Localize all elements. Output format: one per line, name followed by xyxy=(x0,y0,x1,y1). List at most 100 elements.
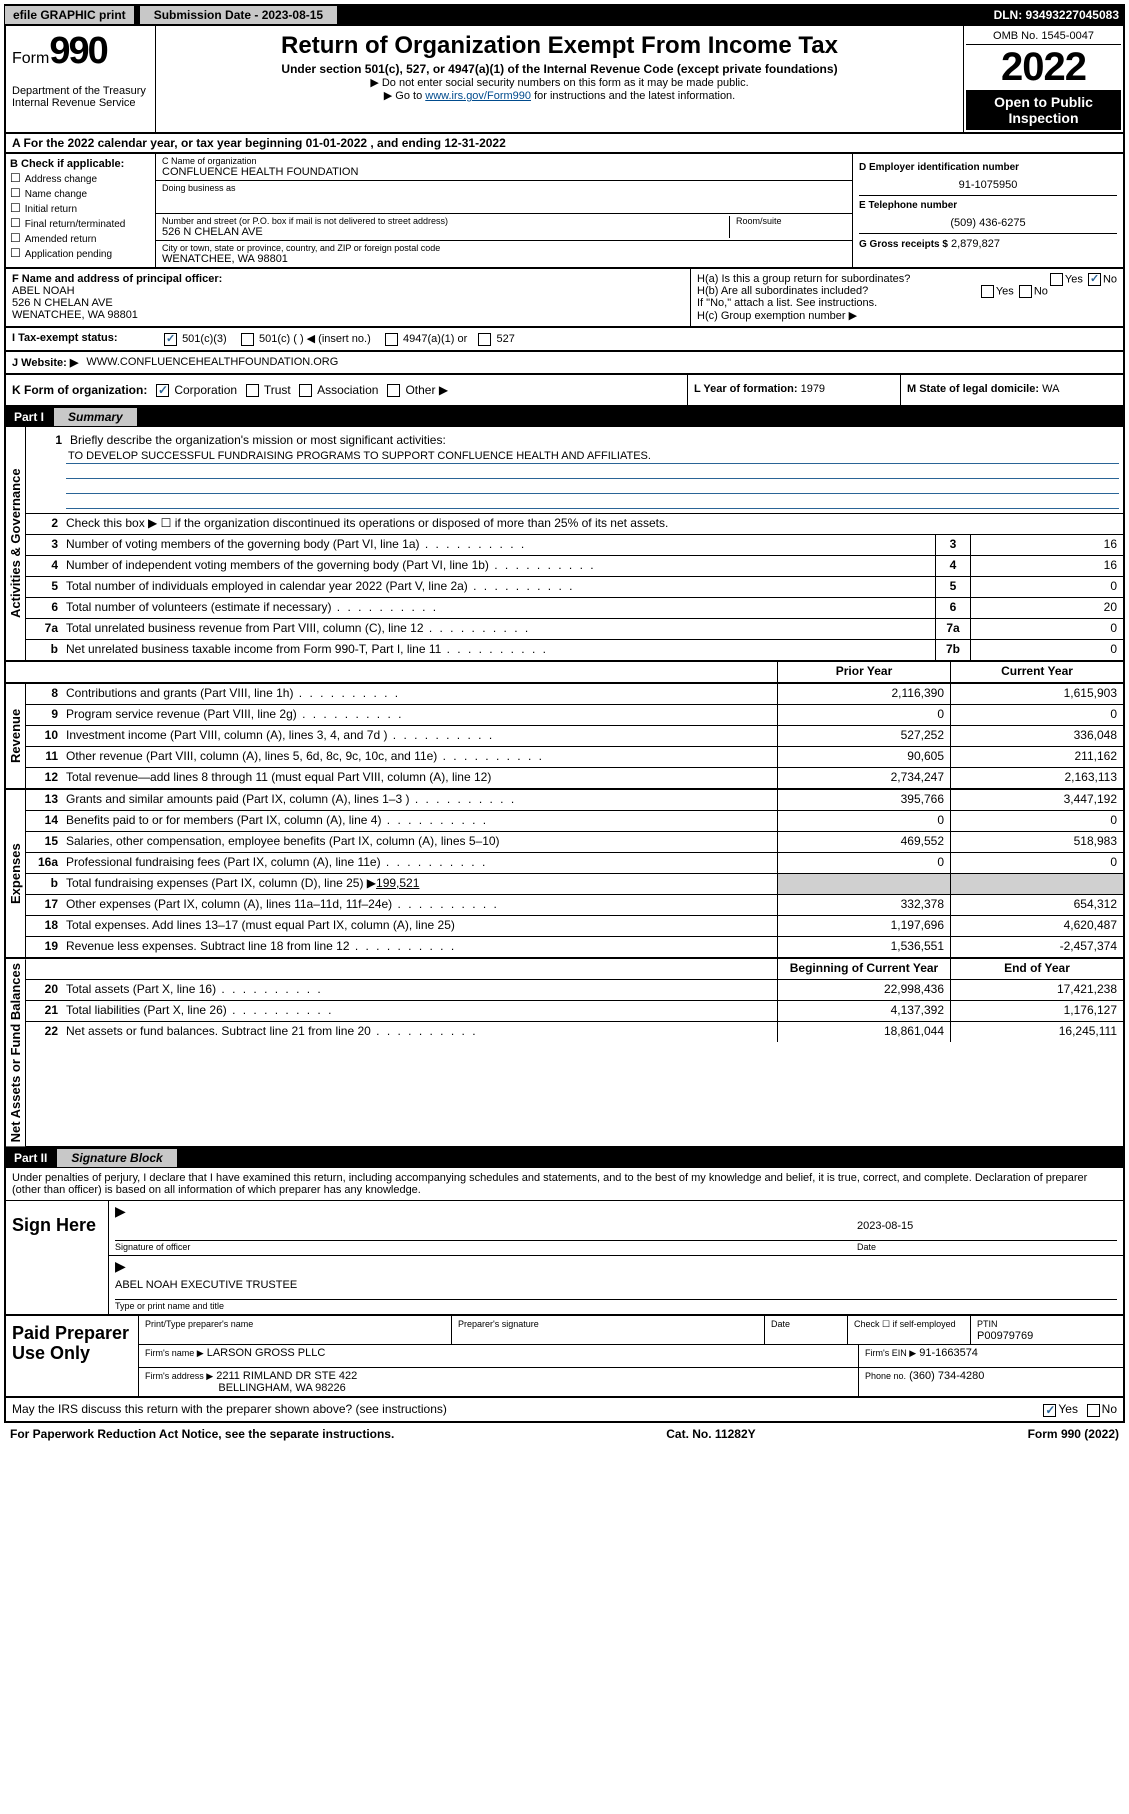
l12-py: 2,734,247 xyxy=(777,768,950,788)
hdr-current-year: Current Year xyxy=(950,662,1123,682)
header-title-block: Return of Organization Exempt From Incom… xyxy=(156,26,963,132)
chk-initial-return[interactable]: Initial return xyxy=(10,201,151,215)
discuss-yes[interactable] xyxy=(1043,1404,1056,1417)
hb-no[interactable] xyxy=(1019,285,1032,298)
firm-name-label: Firm's name ▶ xyxy=(145,1348,204,1358)
efile-print-button[interactable]: efile GRAPHIC print xyxy=(4,5,135,25)
hb-yes[interactable] xyxy=(981,285,994,298)
firm-ein: 91-1663574 xyxy=(919,1347,978,1359)
city-value: WENATCHEE, WA 98801 xyxy=(162,253,846,265)
section-revenue: Revenue 8Contributions and grants (Part … xyxy=(4,684,1125,790)
part1-title: Summary xyxy=(54,408,137,426)
l18-text: Total expenses. Add lines 13–17 (must eq… xyxy=(64,916,777,936)
form-title: Return of Organization Exempt From Incom… xyxy=(162,32,957,60)
street-label: Number and street (or P.O. box if mail i… xyxy=(162,216,723,226)
opt-4947: 4947(a)(1) or xyxy=(403,333,467,345)
footer-last: For Paperwork Reduction Act Notice, see … xyxy=(4,1423,1125,1445)
principal-officer: F Name and address of principal officer:… xyxy=(6,269,691,326)
sig-officer-label: Signature of officer xyxy=(115,1242,190,1252)
header-sub3-pre: ▶ Go to xyxy=(384,90,425,102)
cat-no: Cat. No. 11282Y xyxy=(666,1427,755,1441)
irs-form990-link[interactable]: www.irs.gov/Form990 xyxy=(425,90,531,102)
l22-py: 18,861,044 xyxy=(777,1022,950,1042)
part2-label: Part II xyxy=(4,1149,57,1167)
side-net-assets: Net Assets or Fund Balances xyxy=(6,959,26,1146)
header-right: OMB No. 1545-0047 2022 Open to Public In… xyxy=(963,26,1123,132)
part1-header: Part I Summary xyxy=(4,407,1125,427)
col-d-ein: D Employer identification number 91-1075… xyxy=(853,154,1123,267)
sig-date: 2023-08-15 xyxy=(857,1220,1117,1241)
chk-address-change[interactable]: Address change xyxy=(10,171,151,185)
irs-discuss-text: May the IRS discuss this return with the… xyxy=(12,1402,447,1416)
chk-other[interactable] xyxy=(387,384,400,397)
paid-preparer-label: Paid Preparer Use Only xyxy=(6,1316,139,1396)
open-public-badge: Open to Public Inspection xyxy=(966,90,1121,130)
chk-amended-return[interactable]: Amended return xyxy=(10,231,151,245)
sig-name-label: Type or print name and title xyxy=(115,1301,224,1311)
firm-phone-label: Phone no. xyxy=(865,1371,906,1381)
ein-label: D Employer identification number xyxy=(859,162,1117,173)
form-number: 990 xyxy=(49,30,106,72)
yes-label: Yes xyxy=(1058,1402,1078,1416)
gross-label: G Gross receipts $ xyxy=(859,239,948,250)
l15-py: 469,552 xyxy=(777,832,950,852)
chk-trust[interactable] xyxy=(246,384,259,397)
chk-527[interactable] xyxy=(478,333,491,346)
ein-value: 91-1075950 xyxy=(859,173,1117,191)
l9-cy: 0 xyxy=(950,705,1123,725)
top-bar: efile GRAPHIC print Submission Date - 20… xyxy=(4,4,1125,26)
mission-blank1 xyxy=(66,464,1119,479)
chk-501c[interactable] xyxy=(241,333,254,346)
chk-corporation[interactable] xyxy=(156,384,169,397)
l8-cy: 1,615,903 xyxy=(950,684,1123,704)
omb-number: OMB No. 1545-0047 xyxy=(966,28,1121,45)
officer-addr1: 526 N CHELAN AVE xyxy=(12,297,684,309)
l6-val: 20 xyxy=(970,598,1123,618)
form-ref: Form 990 (2022) xyxy=(1028,1427,1119,1441)
hdr-eoy: End of Year xyxy=(950,959,1123,979)
tax-year: 2022 xyxy=(966,45,1121,90)
website-label: J Website: ▶ xyxy=(12,356,78,369)
l6-text: Total number of volunteers (estimate if … xyxy=(64,598,935,618)
mission-blank3 xyxy=(66,494,1119,509)
l5-val: 0 xyxy=(970,577,1123,597)
chk-association[interactable] xyxy=(299,384,312,397)
chk-501c3[interactable] xyxy=(164,333,177,346)
part2-title: Signature Block xyxy=(57,1149,176,1167)
l1-text: Briefly describe the organization's miss… xyxy=(68,431,1119,449)
part2-header: Part II Signature Block xyxy=(4,1148,1125,1168)
l4-text: Number of independent voting members of … xyxy=(64,556,935,576)
l10-py: 527,252 xyxy=(777,726,950,746)
header-sub1: Under section 501(c), 527, or 4947(a)(1)… xyxy=(162,62,957,76)
irs-label: Internal Revenue Service xyxy=(12,97,149,109)
officer-label: F Name and address of principal officer: xyxy=(12,273,684,285)
prep-name-label: Print/Type preparer's name xyxy=(145,1319,253,1329)
l8-text: Contributions and grants (Part VIII, lin… xyxy=(64,684,777,704)
chk-final-return[interactable]: Final return/terminated xyxy=(10,216,151,230)
l5-text: Total number of individuals employed in … xyxy=(64,577,935,597)
l21-cy: 1,176,127 xyxy=(950,1001,1123,1021)
ha-yes[interactable] xyxy=(1050,273,1063,286)
submission-date-badge: Submission Date - 2023-08-15 xyxy=(139,5,338,25)
chk-4947[interactable] xyxy=(385,333,398,346)
l18-cy: 4,620,487 xyxy=(950,916,1123,936)
l13-cy: 3,447,192 xyxy=(950,790,1123,810)
dln-label: DLN: 93493227045083 xyxy=(994,8,1125,22)
prep-date-label: Date xyxy=(771,1319,790,1329)
l12-text: Total revenue—add lines 8 through 11 (mu… xyxy=(64,768,777,788)
l13-text: Grants and similar amounts paid (Part IX… xyxy=(64,790,777,810)
paid-preparer-block: Paid Preparer Use Only Print/Type prepar… xyxy=(4,1316,1125,1398)
section-net-hdr: Net Assets or Fund Balances Beginning of… xyxy=(4,959,1125,1148)
l9-py: 0 xyxy=(777,705,950,725)
state-domicile-label: M State of legal domicile: xyxy=(907,383,1039,395)
l17-cy: 654,312 xyxy=(950,895,1123,915)
header-sub3-post: for instructions and the latest informat… xyxy=(531,90,735,102)
hc-label: H(c) Group exemption number ▶ xyxy=(697,309,1117,322)
l16b-cy xyxy=(950,874,1123,894)
chk-name-change[interactable]: Name change xyxy=(10,186,151,200)
opt-501c3: 501(c)(3) xyxy=(182,333,227,345)
chk-application-pending[interactable]: Application pending xyxy=(10,246,151,260)
l14-py: 0 xyxy=(777,811,950,831)
ha-no[interactable] xyxy=(1088,273,1101,286)
discuss-no[interactable] xyxy=(1087,1404,1100,1417)
